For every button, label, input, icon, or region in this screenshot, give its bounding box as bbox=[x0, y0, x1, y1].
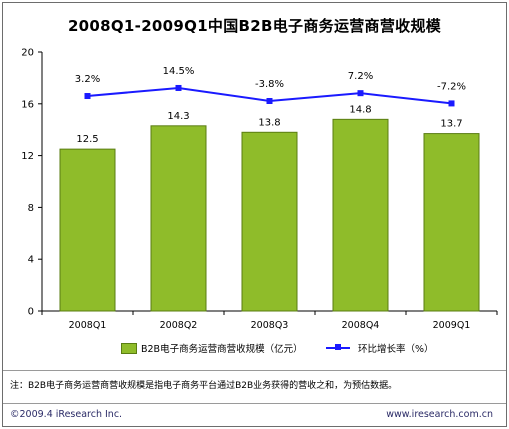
x-tick-label: 2008Q4 bbox=[342, 320, 380, 331]
bar-value-label: 12.5 bbox=[76, 134, 98, 145]
growth-rate-point bbox=[175, 84, 182, 91]
growth-rate-label: -3.8% bbox=[255, 79, 284, 90]
y-tick-label: 0 bbox=[28, 307, 34, 318]
bar bbox=[59, 148, 116, 312]
legend-bar-swatch bbox=[121, 343, 137, 354]
chart-title: 2008Q1-2009Q1中国B2B电子商务运营商营收规模 bbox=[67, 17, 442, 35]
growth-rate-label: 7.2% bbox=[348, 71, 373, 82]
legend-bar-label: B2B电子商务运营商营收规模（亿元） bbox=[141, 344, 303, 355]
growth-rate-point bbox=[448, 100, 455, 107]
x-tick-label: 2008Q2 bbox=[160, 320, 198, 331]
y-tick-label: 8 bbox=[28, 203, 34, 214]
bar-value-label: 14.3 bbox=[167, 111, 189, 122]
bar bbox=[332, 118, 389, 312]
copyright-text: ©2009.4 iResearch Inc. bbox=[10, 409, 123, 420]
growth-rate-label: -7.2% bbox=[437, 81, 466, 92]
bar bbox=[241, 131, 298, 312]
x-tick-label: 2008Q1 bbox=[69, 320, 107, 331]
website-text: www.iresearch.com.cn bbox=[386, 409, 493, 420]
growth-rate-label: 14.5% bbox=[163, 66, 195, 77]
x-tick-label: 2008Q3 bbox=[251, 320, 289, 331]
growth-rate-point bbox=[266, 98, 273, 105]
bar-value-label: 13.7 bbox=[440, 119, 462, 130]
y-tick-label: 20 bbox=[21, 48, 34, 59]
y-tick-label: 16 bbox=[21, 99, 34, 110]
x-tick-label: 2009Q1 bbox=[433, 320, 471, 331]
divider bbox=[3, 403, 506, 404]
chart-plot: 12.5 14.3 13.8 14.8 13.7 3.2% 14.5% -3.8% 7.2% -… bbox=[21, 48, 498, 331]
growth-rate-point bbox=[84, 93, 91, 100]
divider bbox=[3, 370, 506, 371]
legend-line-swatch bbox=[326, 344, 350, 352]
bar-value-label: 13.8 bbox=[258, 117, 280, 128]
bar bbox=[150, 125, 207, 312]
y-tick-label: 4 bbox=[28, 255, 34, 266]
growth-rate-point bbox=[357, 90, 364, 97]
growth-rate-label: 3.2% bbox=[75, 74, 100, 85]
legend-line-label: 环比增长率（%） bbox=[358, 344, 434, 355]
chart-legend: B2B电子商务运营商营收规模（亿元） 环比增长率（%） bbox=[0, 340, 509, 358]
footnote: 注：B2B电子商务运营商营收规模是指电子商务平台通过B2B业务获得的营收之和，为… bbox=[10, 381, 398, 391]
bar-value-label: 14.8 bbox=[349, 104, 371, 115]
y-tick-label: 12 bbox=[21, 151, 34, 162]
bar bbox=[423, 133, 480, 312]
